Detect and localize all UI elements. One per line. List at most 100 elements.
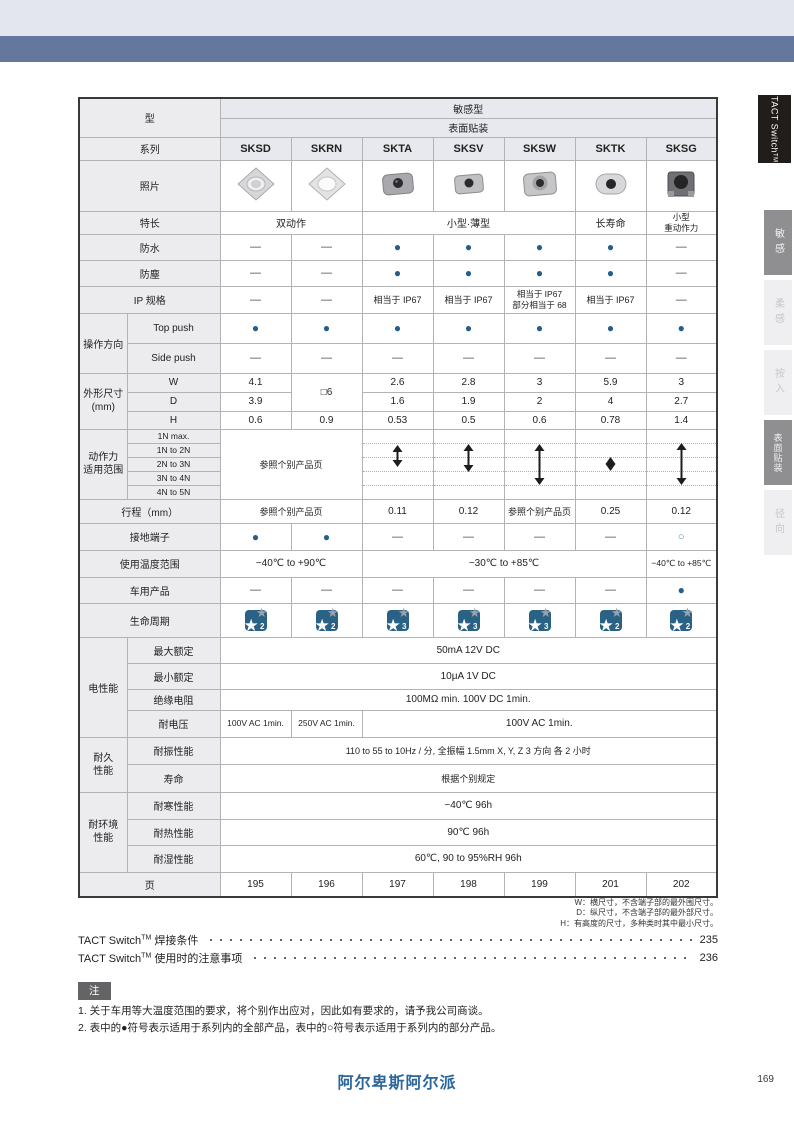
dim-d: 2.7 [645,391,718,412]
photo-cell [290,159,363,212]
ground-value: — [503,522,576,551]
lifecycle-cell: ★ ★ 3 [503,602,576,638]
row-label-lifecycle: 生命周期 [78,602,221,638]
star-icon: ★ [255,604,268,620]
reference-links: TACT SwitchTM 焊接条件 235 TACT SwitchTM 使用时… [78,931,718,967]
travel-value: 参照个别产品页 [503,498,576,524]
sub-label-d: D [126,391,221,412]
travel-value: 0.25 [574,498,647,524]
ip-value: 相当于 IP67 部分相当于 68 [503,285,576,314]
dim-h: 0.5 [432,410,505,430]
force-range-row: 2N to 3N [126,456,221,472]
top-push-value: ● [503,312,576,344]
sub-label-life: 寿命 [126,763,221,793]
feature-value: 双动作 [219,210,363,235]
note-badge: 注 [78,982,111,1000]
feature-value: 小型 重动作力 [645,210,718,235]
feature-value: 小型·薄型 [361,210,576,235]
dim-w: 3 [503,372,576,393]
side-tab-soft[interactable]: 柔感 [764,280,792,345]
min-rating-value: 10μA 1V DC [219,662,718,690]
star-icon: ★ [385,615,401,635]
side-tab-sensitive[interactable]: 敏感 [764,210,792,275]
waterproof-value: — [645,233,718,261]
sub-label-w: W [126,372,221,393]
sub-label-max-rating: 最大额定 [126,636,221,664]
row-label-durability: 耐久 性能 [78,736,128,793]
row-label-photo: 照片 [78,159,221,212]
tab-tact-switch[interactable]: TACT Switch TM [758,95,791,163]
dim-w: 4.1 [219,372,292,393]
note-item: 2. 表中的●符号表示适用于系列内的全部产品，表中的○符号表示适用于系列内的部分… [78,1022,502,1034]
ip-value: 相当于 IP67 [432,285,505,314]
star-icon: ★ [681,604,694,620]
link-label: TACT SwitchTM 使用时的注意事项 [78,952,243,965]
ground-value: ○ [645,522,718,551]
travel-value: 参照个别产品页 [219,498,363,524]
dim-d: 3.9 [219,391,292,412]
photo-cell [361,159,434,212]
dim-h: 0.6 [503,410,576,430]
photo-cell [645,159,718,212]
header-bar [0,36,794,62]
side-tab-push[interactable]: 按入 [764,350,792,415]
link-usage-precautions[interactable]: TACT SwitchTM 使用时的注意事项 236 [78,949,718,967]
link-soldering-conditions[interactable]: TACT SwitchTM 焊接条件 235 [78,931,718,949]
side-tab-smd[interactable]: 表面贴装 [764,420,792,485]
side-push-value: — [219,342,292,374]
dim-h: 1.4 [645,410,718,430]
humidity-value: 60℃, 90 to 95%RH 96h [219,844,718,873]
dim-w: 2.6 [361,372,434,393]
row-label-type: 型 [78,97,221,138]
type-sensitive: 敏感型 [219,97,718,119]
top-push-value: ● [645,312,718,344]
star-icon: ★ [456,615,472,635]
dustproof-value: — [290,259,363,287]
row-label-series: 系列 [78,136,221,161]
top-push-value: ● [574,312,647,344]
legend-line: D：纵尺寸，不含端子部的最外部尺寸。 [576,908,718,918]
series-name: SKSD [219,136,292,161]
withstand-value: 100V AC 1min. [361,709,718,738]
side-tab-radial[interactable]: 径向 [764,490,792,555]
force-arrow-cell [503,428,576,500]
lifecycle-cell: ★ ★ 2 [219,602,292,638]
force-arrow-cell [645,428,718,500]
travel-value: 0.12 [645,498,718,524]
force-range-arrow [463,444,474,472]
row-label-environment: 耐环境 性能 [78,791,128,873]
tm-superscript: TM [771,152,778,163]
photo-cell [219,159,292,212]
dustproof-value: ● [503,259,576,287]
lifecycle-cell: ★ ★ 3 [361,602,434,638]
ground-value: — [432,522,505,551]
star-icon: ★ [598,615,614,635]
ip-value: 相当于 IP67 [574,285,647,314]
legend-line: W：横尺寸，不含端子部的最外围尺寸。 [574,898,718,907]
lifecycle-badge: ★ ★ 3 [456,604,481,635]
waterproof-value: — [290,233,363,261]
force-range-arrow [605,457,616,472]
spec-table: 型 敏感型 表面贴装 系列 SKSD SKRN SKTA SKSV SKSW S… [78,97,718,899]
row-label-ground: 接地端子 [78,522,221,551]
lifecycle-badge: ★ ★ 2 [243,604,268,635]
product-photo-sksw [522,171,557,197]
row-label-ip: IP 规格 [78,285,221,314]
star-icon: ★ [243,615,259,635]
lifecycle-badge: ★ ★ 2 [314,604,339,635]
side-push-value: — [432,342,505,374]
row-label-travel: 行程（mm） [78,498,221,524]
ip-value: — [645,285,718,314]
max-rating-value: 50mA 12V DC [219,636,718,664]
waterproof-value: ● [361,233,434,261]
lifecycle-cell: ★ ★ 2 [645,602,718,638]
top-push-value: ● [290,312,363,344]
dustproof-value: ● [432,259,505,287]
page-ref: 198 [432,871,505,898]
tact-switch-label: TACT Switch [769,95,780,153]
sub-label-withstand: 耐电压 [126,709,221,738]
sub-label-h: H [126,410,221,430]
lifecycle-badge: ★ ★ 3 [385,604,410,635]
temperature-value: −40℃ to +85℃ [645,549,718,578]
